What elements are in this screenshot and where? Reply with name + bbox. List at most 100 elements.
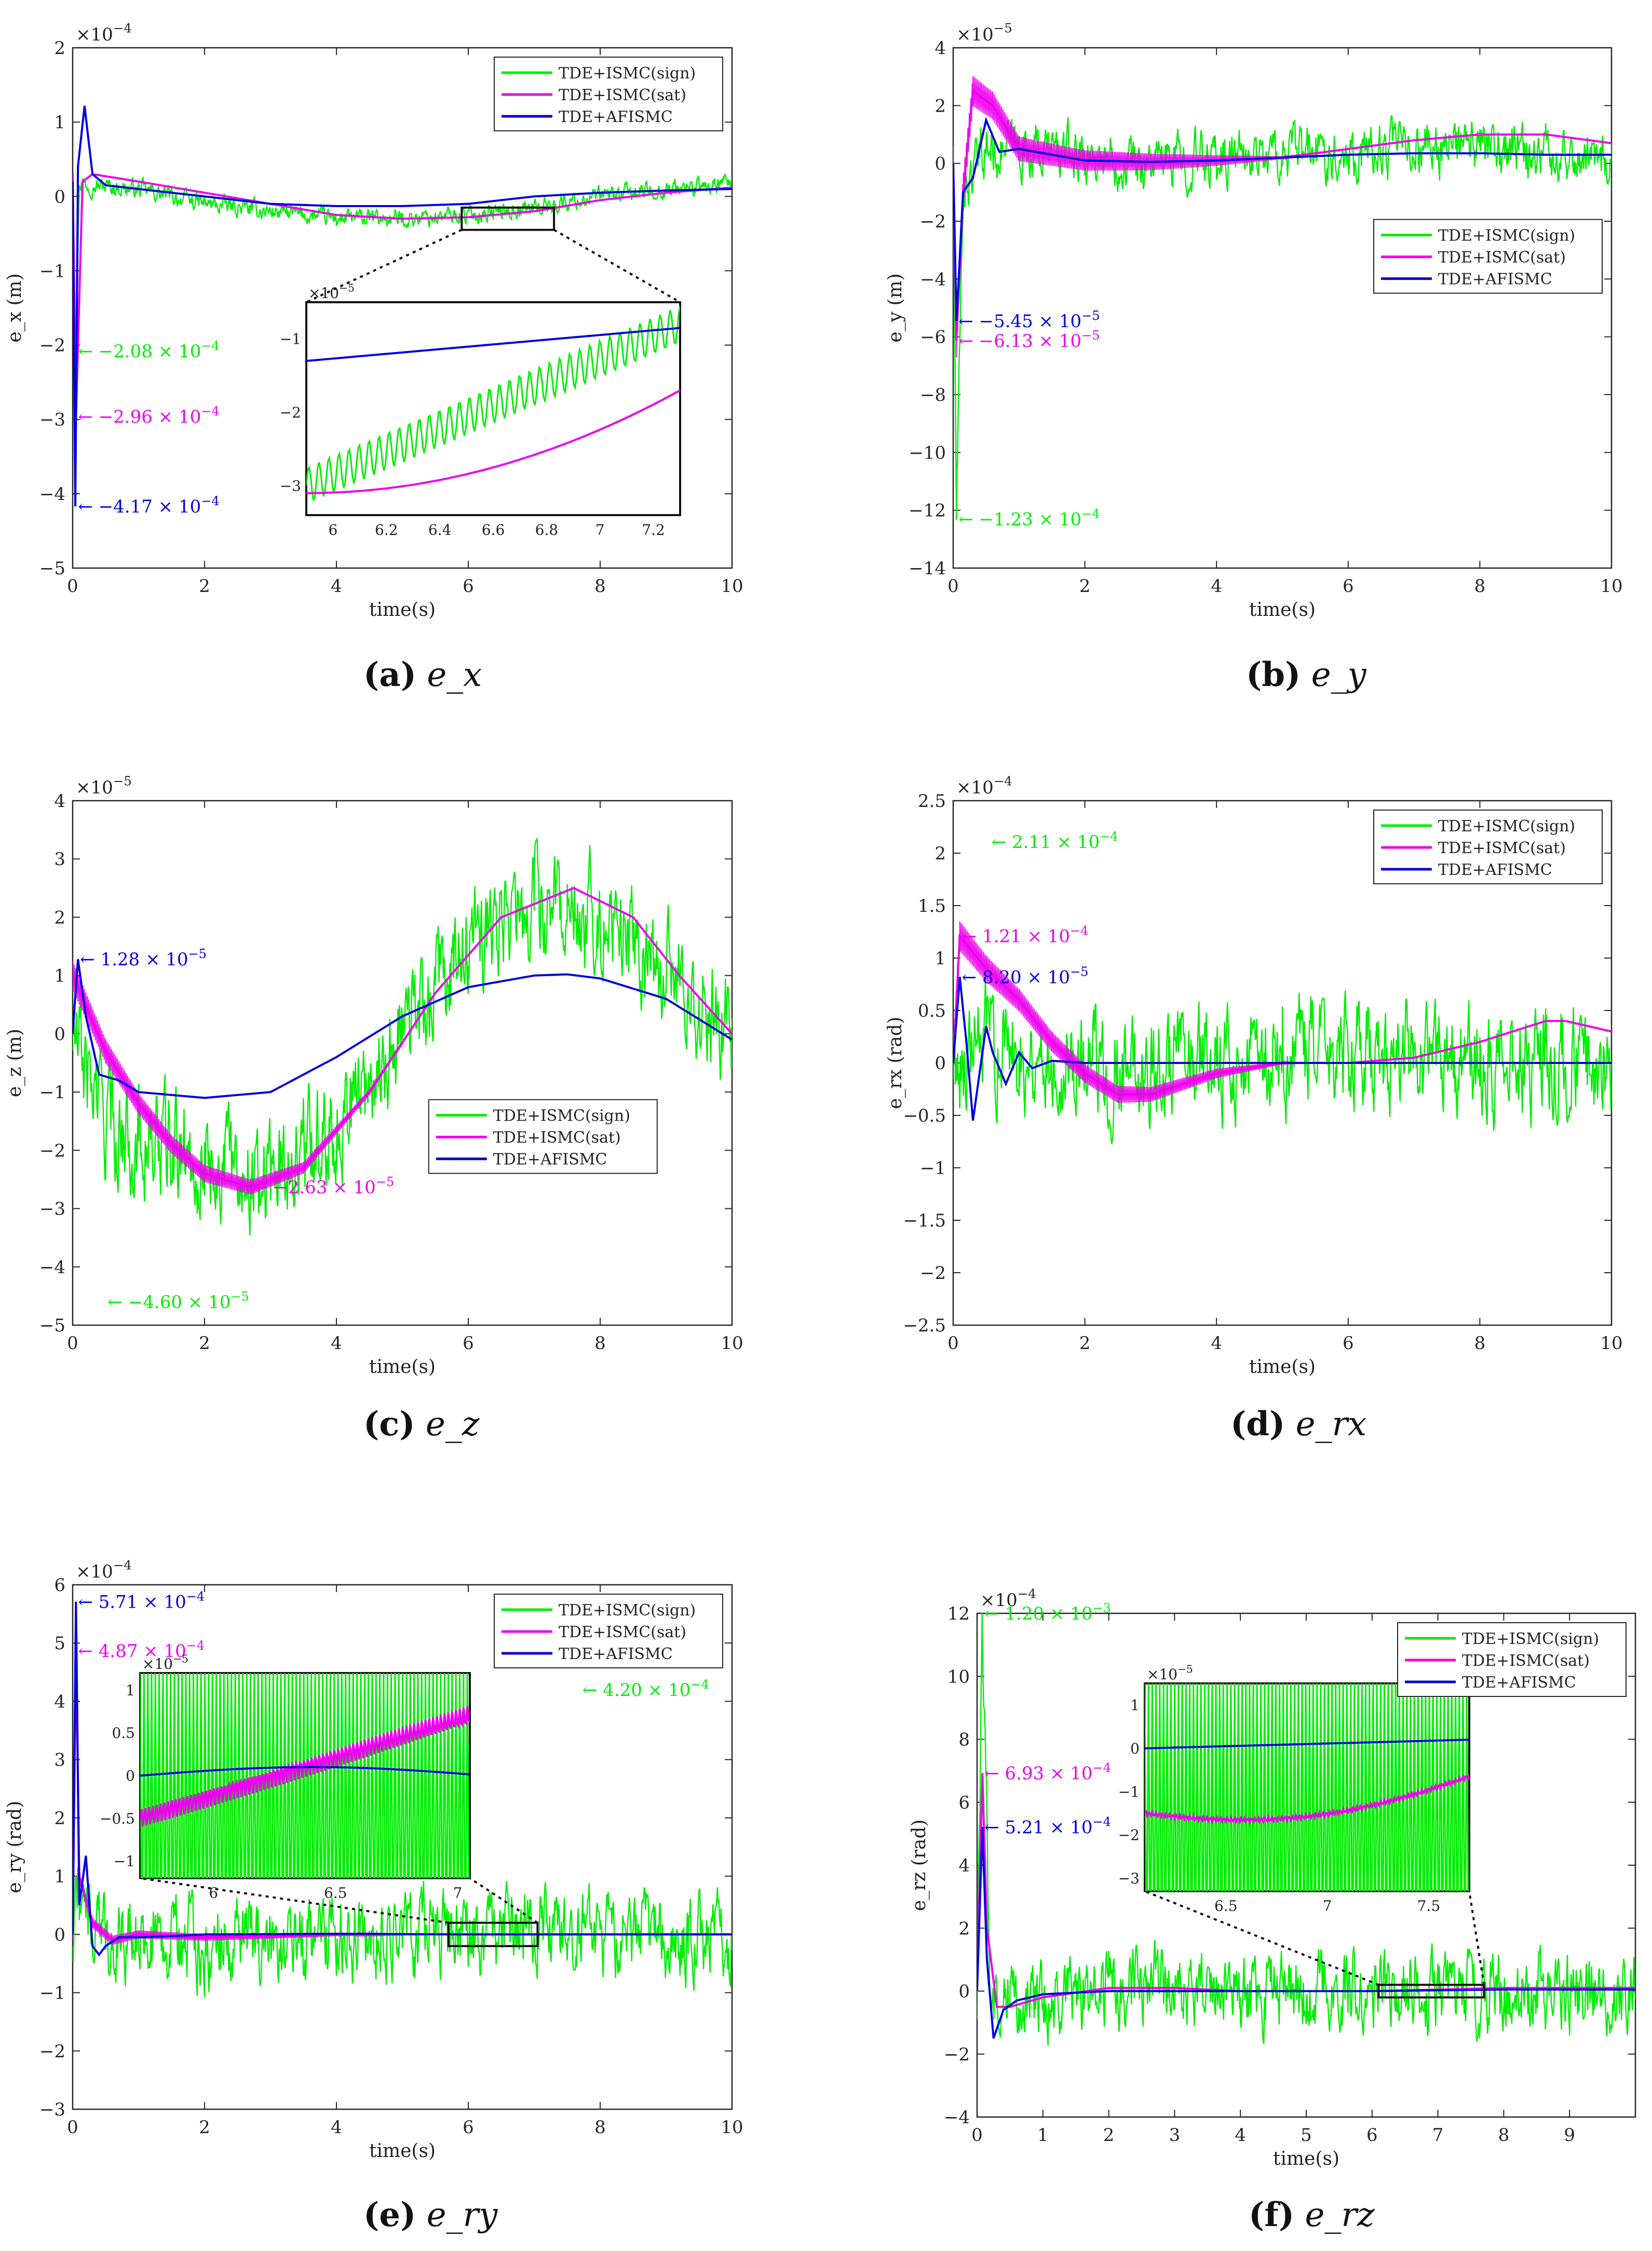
series-line xyxy=(953,977,1612,1121)
y-tick-label: 0.5 xyxy=(918,1001,946,1021)
chart-a: 0 2 4 6 8 10 −5 −4 −3 −2 −1 0 1 2 ×10−4 time(s) e_x (m) ←… xyxy=(4,21,743,621)
legend-entry: TDE+ISMC(sign) xyxy=(1462,1630,1599,1648)
caption-c: (c) e_z xyxy=(363,1405,479,1444)
data-annotation: ← −6.13 × 10−5 xyxy=(958,328,1100,352)
y-axis-label: e_rz (rad) xyxy=(909,1819,930,1911)
legend-entry: TDE+ISMC(sat) xyxy=(559,1623,686,1641)
x-tick-label: 6 xyxy=(1343,1333,1354,1354)
x-tick-label: 4 xyxy=(331,2117,342,2138)
zoom-source-box xyxy=(1377,1984,1485,1999)
y-exponent: ×10−5 xyxy=(76,774,132,798)
data-annotation: ← 1.21 × 10−4 xyxy=(962,924,1089,947)
series-line xyxy=(953,116,1612,321)
caption-label: (c) xyxy=(363,1405,415,1444)
y-axis-label: e_z (m) xyxy=(4,1029,25,1097)
zoom-y-tick-label: 1 xyxy=(126,1682,135,1699)
zoom-x-tick-label: 6.4 xyxy=(428,521,452,538)
y-tick-label: −1 xyxy=(39,1082,65,1103)
x-axis-label: time(s) xyxy=(1249,1356,1316,1378)
chart-d: 0 2 4 6 8 10 −2.5 −2 −1.5 −1 −0.5 0 0.5 1 1.5 2 2.5 ×10−4… xyxy=(885,774,1623,1378)
x-tick-label: 4 xyxy=(1235,2125,1246,2146)
legend-entry: TDE+AFISMC xyxy=(1438,861,1552,879)
zoom-x-tick-label: 6.6 xyxy=(482,521,505,538)
legend: TDE+ISMC(sign) TDE+ISMC(sat) TDE+AFISMC xyxy=(428,1099,658,1174)
y-tick-label: −0.5 xyxy=(903,1106,946,1126)
caption-symbol: e_rx xyxy=(1295,1405,1367,1444)
y-exponent: ×10−4 xyxy=(980,1586,1036,1611)
series-line xyxy=(73,1601,732,1957)
x-axis-label: time(s) xyxy=(369,1356,436,1378)
y-axis-label: e_rx (rad) xyxy=(885,1017,906,1109)
zoom-series-line xyxy=(306,305,680,501)
zoom-arrow xyxy=(140,1877,449,1924)
zoom-y-tick-label: −1 xyxy=(114,1853,135,1870)
legend-entry: TDE+ISMC(sign) xyxy=(559,1601,696,1620)
data-annotation: ← −2.08 × 10−4 xyxy=(78,339,219,362)
chart-b: 0 2 4 6 8 10 −14 −12 −10 −8 −6 −4 −2 0 2 4 ×10−5 time(s) e… xyxy=(885,21,1623,621)
zoom-series-line xyxy=(306,327,680,362)
chart-f: 0 1 2 3 4 5 6 7 8 9−4−2024681012×10−4time(s)e_rz … xyxy=(909,1586,1636,2169)
series-line xyxy=(953,980,1612,1144)
data-annotation: ← 5.21 × 10−4 xyxy=(984,1815,1111,1838)
zoom-inset: 6 6.5 7 −1 −0.5 0 0.5 1 ×10−5 xyxy=(100,1652,471,1902)
zoom-y-tick-label: −2 xyxy=(280,404,301,421)
data-annotation: ← −4.17 × 10−4 xyxy=(78,494,219,517)
y-tick-label: 5 xyxy=(54,1633,65,1654)
caption-d: (d) e_rx xyxy=(1230,1405,1366,1444)
x-tick-label: 0 xyxy=(971,2125,983,2146)
y-tick-label: −4 xyxy=(39,484,65,505)
y-tick-label: −8 xyxy=(920,385,946,406)
x-tick-label: 4 xyxy=(1211,576,1222,597)
zoom-series-line xyxy=(140,1673,470,1878)
zoom-y-tick-label: −1 xyxy=(280,331,301,348)
y-tick-label: 6 xyxy=(54,1575,65,1596)
caption-symbol: e_y xyxy=(1311,656,1366,694)
x-tick-label: 0 xyxy=(947,576,959,597)
caption-symbol: e_ry xyxy=(426,2196,498,2234)
y-exponent: ×10−4 xyxy=(76,21,132,45)
x-tick-label: 6 xyxy=(463,2117,474,2138)
zoom-source-box xyxy=(447,1921,539,1947)
x-tick-label: 8 xyxy=(594,576,606,597)
legend-entry: TDE+AFISMC xyxy=(559,108,673,126)
data-annotation: ← −2.96 × 10−4 xyxy=(78,404,219,427)
legend: TDE+ISMC(sign) TDE+ISMC(sat) TDE+AFISMC xyxy=(494,1594,723,1668)
x-tick-label: 4 xyxy=(331,576,342,597)
data-annotation: ← 5.71 × 10−4 xyxy=(78,1589,205,1613)
legend-entry: TDE+ISMC(sign) xyxy=(1438,817,1575,835)
x-tick-label: 8 xyxy=(1498,2125,1510,2146)
x-tick-label: 10 xyxy=(721,1333,743,1354)
x-axis-label: time(s) xyxy=(1249,599,1316,621)
y-tick-label: −2.5 xyxy=(903,1315,946,1336)
zoom-y-tick-label: −1 xyxy=(1118,1783,1140,1800)
y-exponent: ×10−4 xyxy=(956,774,1012,798)
data-annotation: ← 1.20 × 10−3 xyxy=(984,1601,1111,1624)
series-line xyxy=(73,173,732,362)
zoom-y-tick-label: −2 xyxy=(1118,1827,1140,1844)
y-tick-label: 1 xyxy=(54,1866,65,1887)
caption-label: (f) xyxy=(1249,2195,1295,2234)
zoom-series-line xyxy=(306,389,680,494)
zoom-x-tick-label: 7.5 xyxy=(1417,1897,1441,1915)
zoom-y-tick-label: −0.5 xyxy=(100,1810,135,1827)
y-tick-label: −5 xyxy=(39,558,65,579)
zoom-y-tick-label: 0 xyxy=(1130,1740,1140,1757)
y-tick-label: 2 xyxy=(54,1808,65,1829)
x-tick-label: 6 xyxy=(463,576,474,597)
data-annotation: ← −2.63 × 10−5 xyxy=(253,1175,394,1198)
y-tick-label: −2 xyxy=(944,2044,970,2065)
y-tick-label: 3 xyxy=(54,1750,65,1771)
y-tick-label: −4 xyxy=(920,269,946,290)
zoom-frame xyxy=(305,301,681,516)
legend-entry: TDE+AFISMC xyxy=(1438,271,1552,289)
data-annotation: ← 6.93 × 10−4 xyxy=(984,1760,1111,1784)
zoom-x-tick-label: 7 xyxy=(595,521,605,538)
caption-b: (b) e_y xyxy=(1246,655,1366,694)
y-exponent: ×10−5 xyxy=(956,21,1012,45)
legend-entry: TDE+ISMC(sat) xyxy=(1438,249,1566,267)
caption-label: (b) xyxy=(1246,655,1301,694)
caption-symbol: e_x xyxy=(427,656,482,694)
x-tick-label: 10 xyxy=(1600,1333,1622,1354)
y-tick-label: −5 xyxy=(39,1315,65,1336)
